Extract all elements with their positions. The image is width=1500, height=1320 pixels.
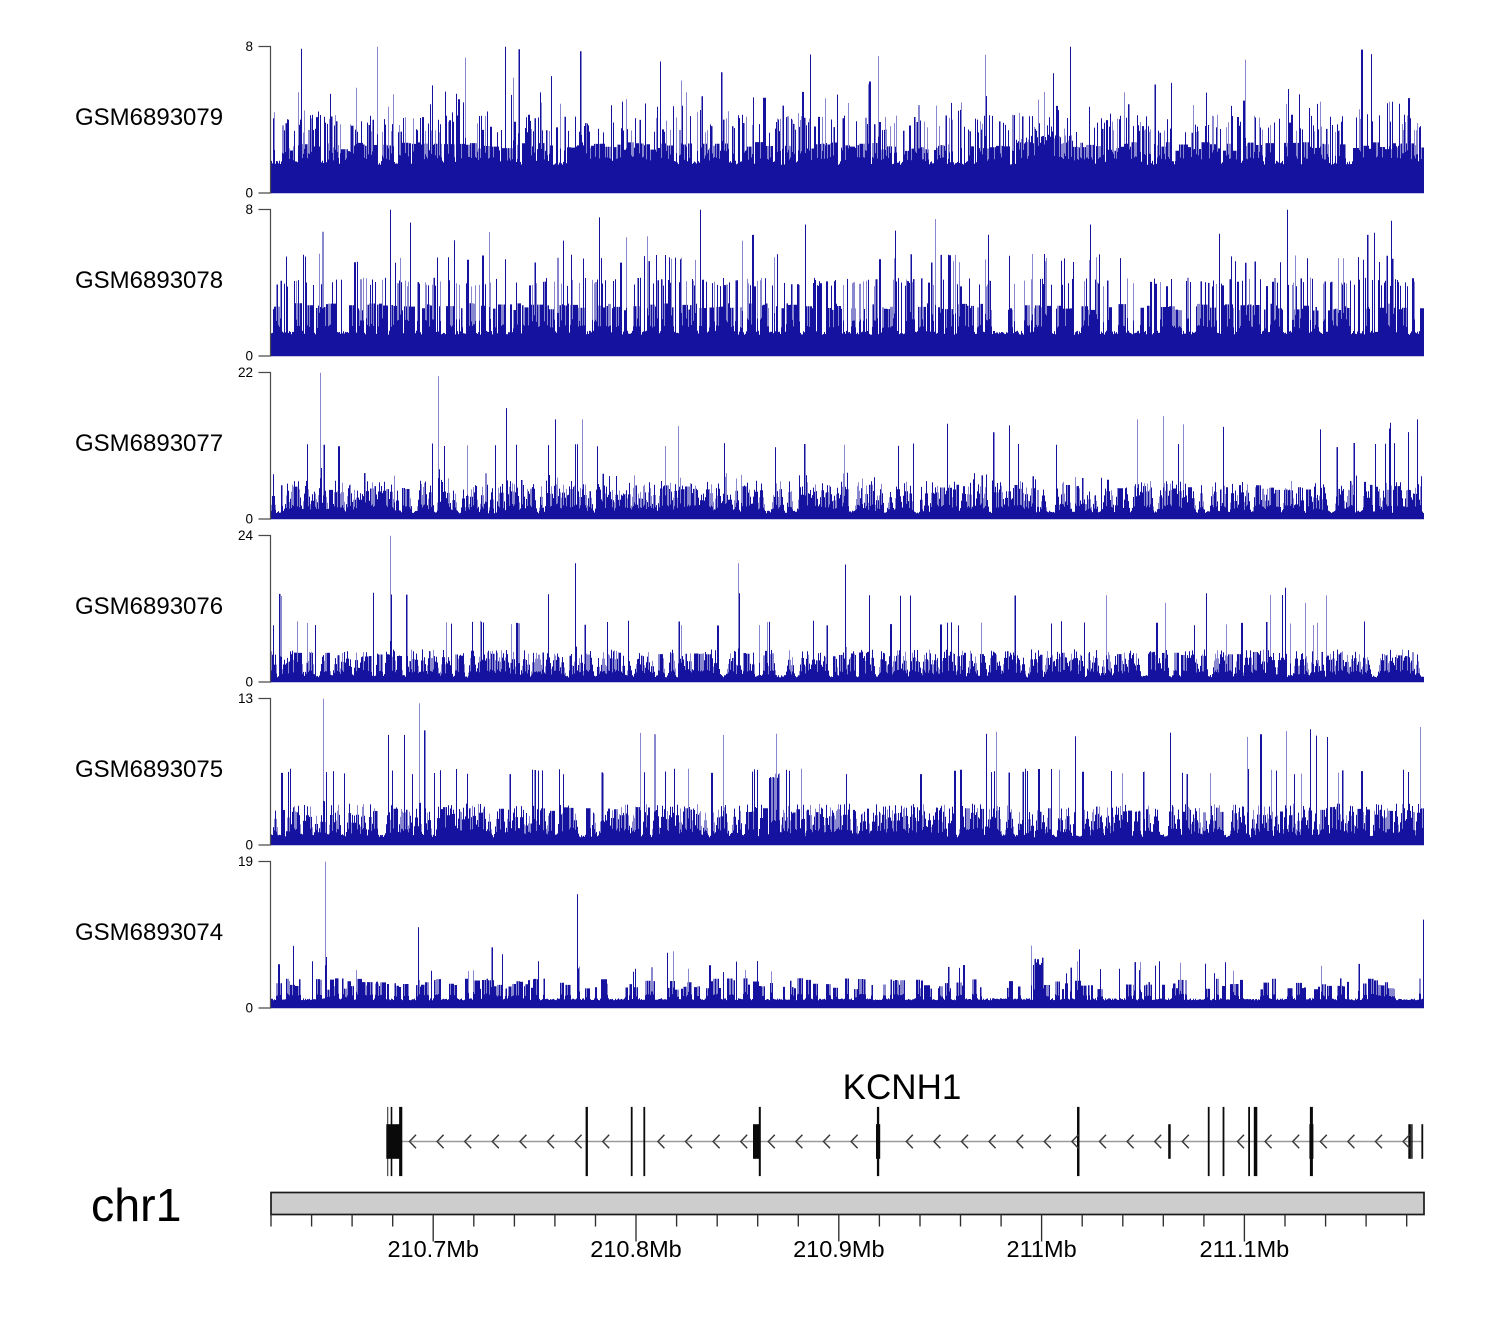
svg-text:19: 19 — [238, 854, 253, 869]
svg-text:KCNH1: KCNH1 — [843, 1068, 962, 1107]
svg-text:GSM6893074: GSM6893074 — [75, 919, 223, 946]
svg-text:0: 0 — [245, 186, 253, 201]
svg-text:0: 0 — [245, 675, 253, 690]
svg-text:GSM6893077: GSM6893077 — [75, 430, 223, 457]
svg-text:8: 8 — [245, 39, 253, 54]
svg-text:0: 0 — [245, 349, 253, 364]
svg-text:211Mb: 211Mb — [1007, 1236, 1077, 1262]
svg-text:0: 0 — [245, 1001, 253, 1016]
svg-text:210.7Mb: 210.7Mb — [387, 1236, 478, 1262]
svg-text:GSM6893076: GSM6893076 — [75, 593, 223, 620]
svg-text:210.8Mb: 210.8Mb — [590, 1236, 681, 1262]
svg-text:0: 0 — [245, 838, 253, 853]
svg-text:211.1Mb: 211.1Mb — [1200, 1236, 1290, 1262]
svg-text:22: 22 — [238, 365, 253, 380]
svg-text:13: 13 — [238, 691, 253, 706]
svg-text:8: 8 — [245, 202, 253, 217]
svg-text:GSM6893078: GSM6893078 — [75, 267, 223, 294]
svg-text:GSM6893075: GSM6893075 — [75, 756, 223, 783]
svg-text:chr1: chr1 — [91, 1179, 181, 1231]
svg-text:0: 0 — [245, 512, 253, 527]
svg-text:210.9Mb: 210.9Mb — [793, 1236, 884, 1262]
svg-text:24: 24 — [238, 528, 254, 543]
svg-text:GSM6893079: GSM6893079 — [75, 104, 223, 131]
